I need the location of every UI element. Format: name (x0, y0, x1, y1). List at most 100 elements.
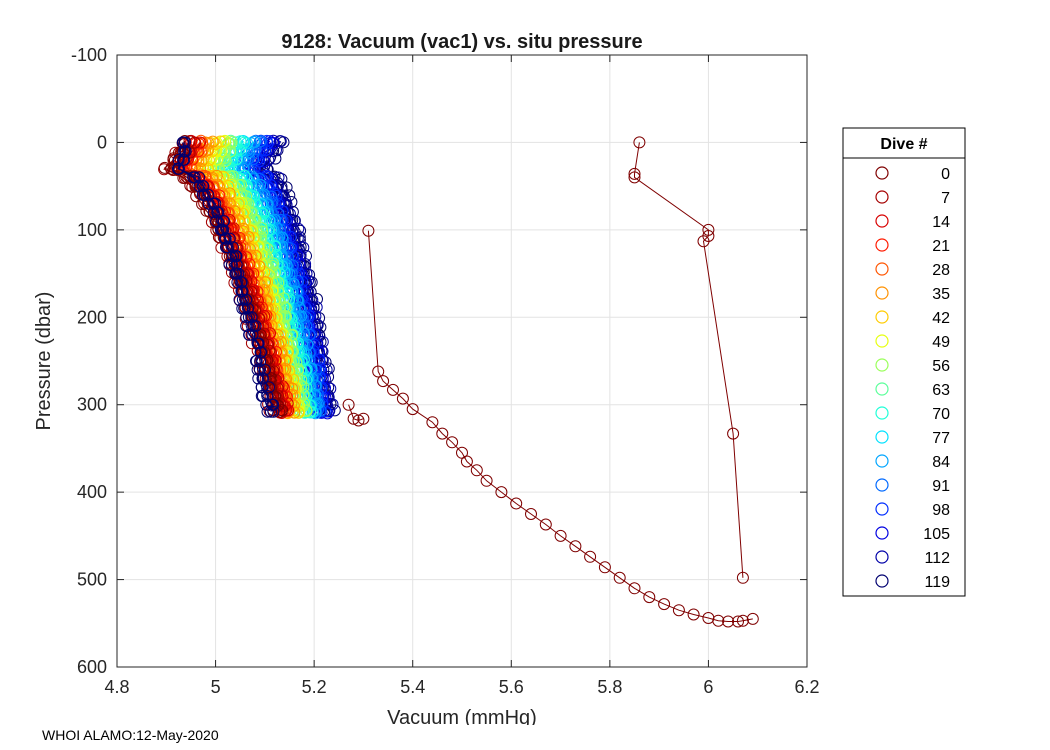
legend-label: 42 (932, 310, 950, 327)
x-tick-label: 4.8 (104, 677, 129, 697)
x-tick-label: 6.2 (794, 677, 819, 697)
data-point (598, 561, 611, 574)
legend-label: 56 (932, 358, 950, 375)
legend: Dive # 0 7 14 21 28 35 42 49 56 63 70 77 84 91 98 105 11… (842, 127, 966, 597)
data-point (256, 225, 269, 238)
data-point (230, 250, 243, 263)
data-point (687, 608, 700, 621)
data-point (299, 310, 312, 323)
data-point (746, 612, 759, 625)
data-point (260, 398, 273, 411)
data-point (238, 204, 251, 217)
data-point (218, 215, 230, 228)
legend-label: 7 (941, 190, 950, 207)
data-point (267, 257, 279, 270)
legend-box (842, 127, 966, 597)
legend-label: 63 (932, 382, 950, 399)
data-point (249, 320, 262, 332)
data-point (265, 382, 278, 395)
series-line (253, 143, 322, 412)
x-tick-label: 5.4 (400, 677, 425, 697)
data-point (250, 355, 263, 367)
legend-marker (875, 190, 889, 204)
data-point (193, 180, 206, 193)
legend-marker (875, 358, 889, 372)
y-tick-label: -100 (71, 45, 107, 65)
data-point (236, 207, 249, 220)
data-point (584, 550, 597, 563)
data-point (232, 198, 245, 211)
legend-label: 21 (932, 238, 950, 255)
plot-data (158, 134, 759, 628)
legend-label: 119 (924, 574, 950, 591)
data-point (230, 152, 243, 165)
data-point (214, 135, 227, 148)
legend-label: 91 (932, 478, 950, 495)
data-point (252, 372, 265, 385)
data-point (178, 145, 191, 158)
y-tick-label: 100 (77, 220, 107, 240)
data-point (396, 392, 409, 405)
data-point (727, 427, 740, 440)
legend-entries: 0 7 14 21 28 35 42 49 56 63 70 77 84 91 98 105 112 119 (875, 166, 950, 591)
data-point (436, 427, 449, 440)
x-tick-label: 5.8 (597, 677, 622, 697)
data-point (238, 136, 251, 149)
data-point (227, 250, 240, 263)
data-point (202, 188, 215, 201)
x-tick-label: 5.6 (499, 677, 524, 697)
data-point (243, 328, 256, 341)
legend-label: 0 (941, 166, 950, 183)
data-point (712, 614, 725, 627)
data-point (238, 155, 251, 168)
legend-marker (875, 430, 889, 444)
x-tick-label: 6 (703, 677, 713, 697)
legend-label: 14 (932, 214, 950, 231)
data-point (510, 497, 523, 510)
legend-marker (875, 574, 889, 588)
legend-marker (875, 166, 889, 180)
y-tick-label: 200 (77, 307, 107, 327)
data-point (282, 241, 295, 254)
data-point (242, 197, 255, 210)
legend-marker (875, 262, 889, 276)
data-point (272, 171, 285, 184)
data-point (446, 436, 459, 449)
data-point (172, 162, 185, 175)
legend-marker (875, 214, 889, 228)
data-point (196, 180, 209, 193)
data-point (281, 286, 294, 299)
legend-marker (875, 526, 889, 540)
data-point (294, 224, 307, 237)
data-point (480, 474, 493, 487)
data-point (722, 615, 735, 628)
data-point (406, 403, 419, 416)
data-point (377, 375, 390, 388)
data-point (697, 235, 710, 248)
data-point (267, 405, 280, 418)
legend-label: 28 (932, 262, 950, 279)
data-point (260, 295, 273, 308)
data-point (235, 276, 248, 289)
data-point (158, 161, 171, 174)
data-point (254, 355, 267, 367)
legend-title: Dive # (880, 136, 927, 153)
series-line (348, 404, 364, 422)
data-point (236, 293, 249, 306)
data-point (263, 381, 275, 394)
data-point (613, 571, 626, 584)
legend-marker (875, 478, 889, 492)
legend-marker (875, 310, 889, 324)
series-line (634, 142, 744, 578)
data-point (255, 381, 268, 394)
data-point (257, 372, 270, 385)
chart-title: 9128: Vacuum (vac1) vs. situ pressure (281, 31, 642, 53)
data-point (736, 571, 749, 584)
data-point (357, 412, 370, 425)
data-point (276, 231, 288, 244)
data-point (256, 390, 269, 402)
data-point (281, 345, 294, 358)
data-point (362, 224, 375, 237)
data-point (643, 591, 656, 604)
data-point (309, 379, 322, 392)
